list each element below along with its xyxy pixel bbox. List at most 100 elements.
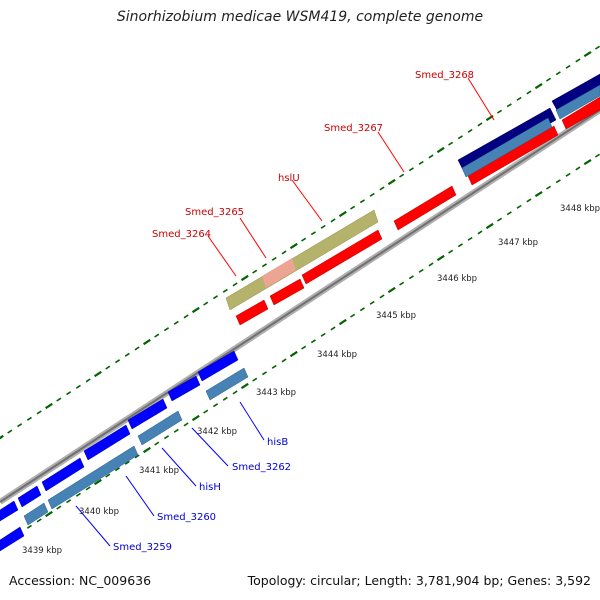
minor-tick [105, 365, 111, 370]
major-tick [93, 478, 102, 486]
minor-tick [575, 58, 581, 63]
minor-tick [105, 473, 111, 478]
label-hisH: hisH [199, 482, 221, 493]
minor-tick [212, 295, 219, 300]
feature-hisH[interactable] [127, 398, 168, 430]
label-hisB: hisB [267, 437, 288, 448]
minor-tick [428, 154, 434, 159]
minor-tick [545, 77, 552, 82]
minor-tick [75, 492, 81, 497]
minor-tick [467, 236, 473, 241]
minor-tick [261, 371, 268, 376]
minor-tick [124, 352, 130, 357]
minor-tick [17, 423, 23, 428]
minor-tick [418, 268, 424, 273]
minor-tick [516, 96, 522, 101]
minor-tick [203, 301, 209, 306]
minor-tick [448, 249, 454, 254]
kbp-label-3447: 3447 kbp [498, 238, 538, 248]
minor-tick [496, 109, 503, 114]
minor-tick [85, 378, 91, 383]
minor-tick [36, 410, 42, 415]
minor-tick [359, 307, 365, 312]
reverse-strand-features [0, 350, 249, 552]
feature-Smed_3264[interactable] [235, 299, 269, 326]
feature-hslU-overlap [262, 258, 296, 288]
major-tick [93, 370, 102, 378]
minor-tick [320, 224, 326, 229]
feature-Smed_3267[interactable] [393, 185, 457, 231]
major-tick [583, 50, 592, 58]
minor-tick [232, 390, 238, 395]
subfeature-hisB [205, 367, 249, 401]
minor-tick [36, 518, 42, 523]
major-tick [387, 178, 396, 186]
minor-tick [56, 397, 62, 402]
minor-tick [565, 172, 571, 177]
minor-tick [75, 384, 81, 389]
kbp-label-3439: 3439 kbp [22, 546, 62, 556]
map-title: Sinorhizobium medicae WSM419, complete g… [116, 9, 484, 25]
minor-tick [271, 364, 277, 369]
feature-Smed_3265[interactable] [269, 278, 305, 306]
reverse-gene-labels: hisB Smed_3262 hisH Smed_3260 Smed_3259 [75, 401, 291, 553]
minor-tick [271, 256, 277, 261]
minor-tick [408, 275, 414, 280]
minor-tick [526, 90, 532, 95]
minor-tick [26, 524, 32, 529]
minor-tick [350, 313, 356, 318]
subfeature-hisH [137, 410, 183, 446]
minor-tick [66, 499, 72, 504]
feature-Smed_3260[interactable] [83, 424, 131, 461]
forward-strand-features [225, 73, 600, 326]
minor-tick [85, 486, 91, 491]
accession-text: Accession: NC_009636 [9, 573, 152, 588]
minor-tick [281, 358, 287, 363]
major-tick [534, 190, 543, 198]
minor-tick [173, 320, 179, 325]
feature-Smed_3269-dark[interactable] [551, 73, 600, 113]
feature-rna-hslU[interactable] [225, 209, 379, 311]
kbp-label-3444: 3444 kbp [317, 350, 357, 360]
minor-tick [545, 185, 552, 190]
label-Smed_3267: Smed_3267 [324, 123, 383, 134]
kbp-label-3446: 3446 kbp [437, 274, 477, 284]
minor-tick [56, 505, 62, 510]
feature-hslU[interactable] [301, 229, 383, 285]
label-hslU: hslU [278, 173, 300, 184]
minor-tick [457, 135, 463, 140]
genome-backbone-core [0, 109, 600, 503]
minor-tick [467, 128, 473, 133]
major-tick [240, 274, 249, 282]
minor-tick [154, 441, 160, 446]
minor-tick [66, 391, 72, 396]
kbp-labels: 3439 kbp 3440 kbp 3441 kbp 3442 kbp 3443… [22, 204, 600, 556]
minor-tick [399, 281, 405, 286]
minor-tick [555, 71, 561, 76]
feature-Smed_3258[interactable] [0, 500, 19, 522]
minor-tick [222, 288, 228, 293]
feature-Smed_3269-red[interactable] [561, 96, 600, 130]
minor-tick [222, 396, 228, 401]
minor-tick [301, 237, 307, 242]
minor-tick [575, 166, 581, 171]
minor-tick [124, 460, 130, 465]
major-tick [387, 286, 396, 294]
minor-tick [232, 282, 238, 287]
kbp-label-3440: 3440 kbp [79, 507, 119, 517]
feature-Smed_3262[interactable] [167, 375, 201, 402]
minor-tick [457, 243, 463, 248]
kbp-label-3442: 3442 kbp [197, 427, 237, 437]
feature-Smed_3259-a[interactable] [41, 457, 85, 492]
feature-Smed_3259-b[interactable] [17, 485, 42, 508]
label-Smed_3259: Smed_3259 [113, 542, 172, 553]
feature-Smed_3268-sub [461, 117, 553, 178]
minor-tick [408, 167, 414, 172]
feature-hisB[interactable] [197, 350, 239, 382]
tick-tracks [0, 45, 600, 548]
minor-tick [477, 122, 483, 127]
minor-tick [359, 199, 365, 204]
minor-tick [526, 198, 532, 203]
label-Smed_3265: Smed_3265 [185, 207, 244, 218]
